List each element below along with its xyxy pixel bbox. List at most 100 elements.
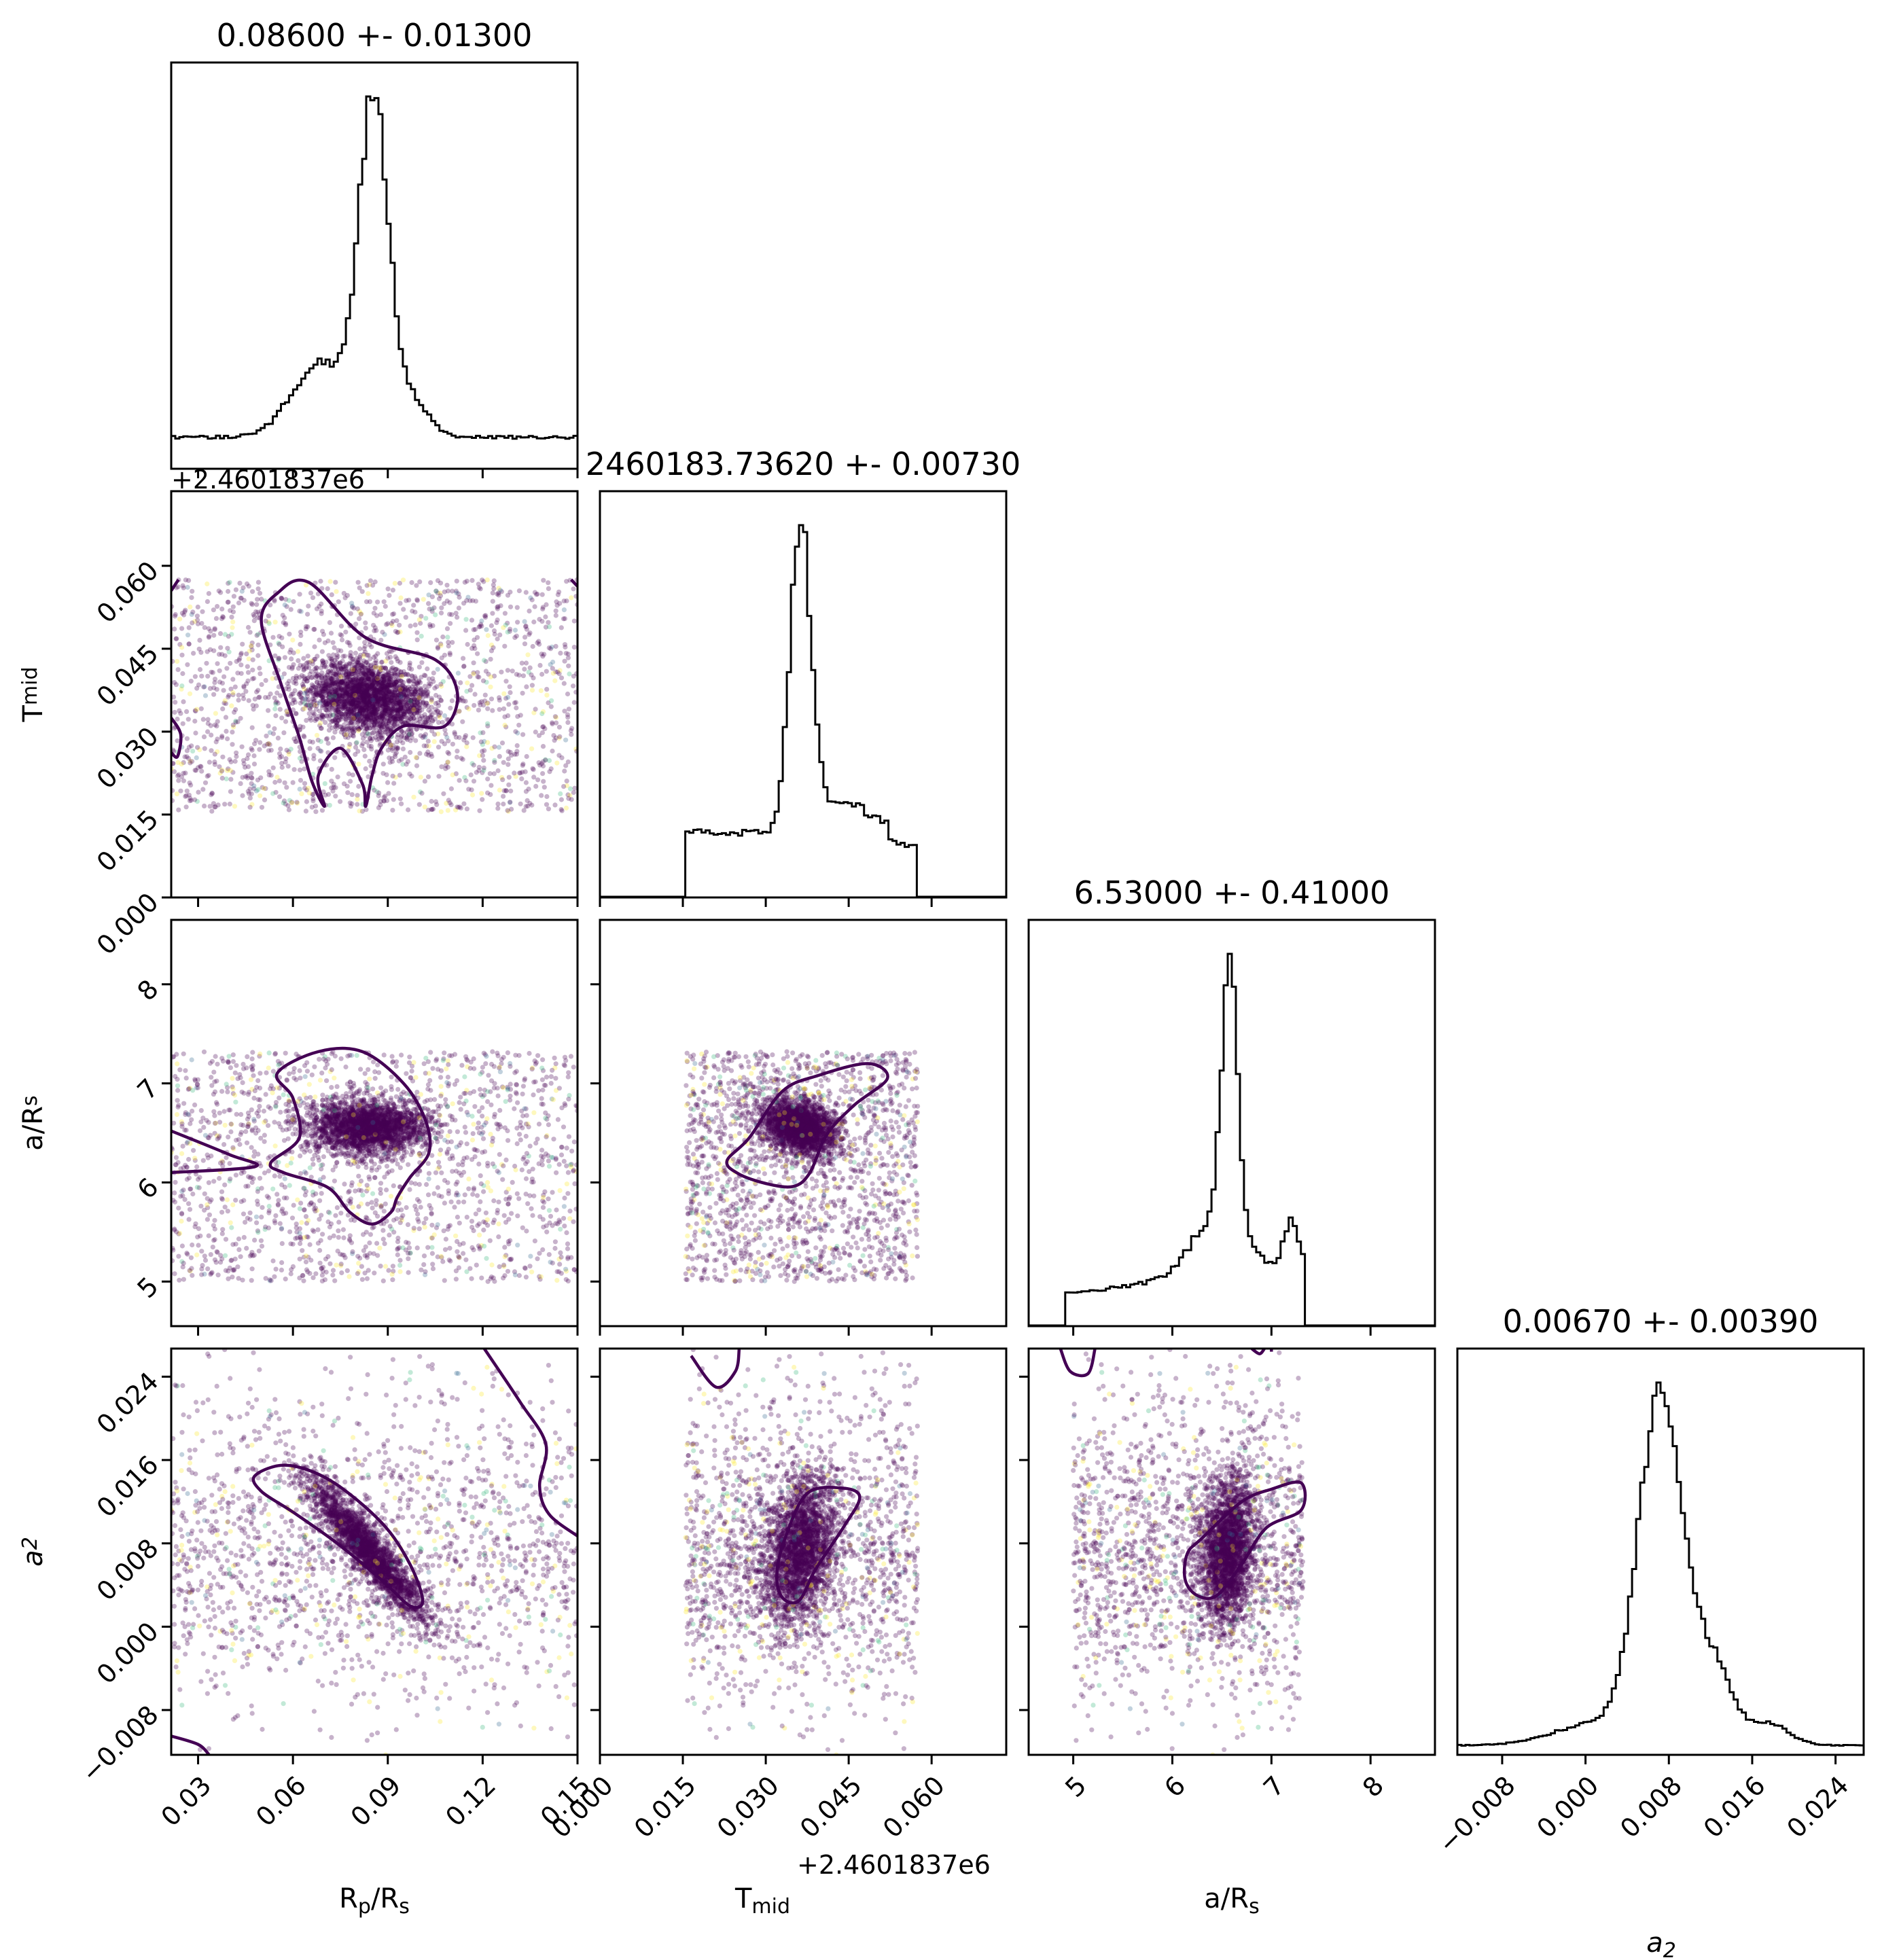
sample-point: [373, 664, 379, 669]
sample-point: [335, 705, 340, 710]
sample-point: [432, 732, 438, 737]
sample-point: [380, 721, 385, 726]
sample-point: [319, 649, 325, 654]
sample-point: [351, 687, 356, 692]
sample-point: [317, 692, 322, 697]
sample-point: [368, 685, 373, 691]
sample-point: [385, 708, 390, 713]
sample-point: [356, 672, 361, 678]
sample-point: [523, 660, 529, 666]
sample-point: [370, 673, 375, 679]
sample-point: [529, 683, 535, 688]
sample-point: [376, 696, 381, 702]
sample-point: [380, 688, 386, 693]
sample-point: [471, 660, 476, 666]
sample-point: [419, 707, 425, 713]
sample-point: [428, 713, 433, 719]
sample-point: [245, 773, 250, 779]
sample-point: [344, 683, 350, 689]
sample-point: [395, 700, 400, 706]
sample-point: [345, 790, 351, 796]
sample-point: [322, 640, 327, 645]
sample-point: [413, 689, 419, 694]
sample-point: [291, 599, 296, 605]
sample-point: [347, 660, 353, 666]
sample-point: [480, 753, 486, 758]
sample-point: [499, 669, 504, 675]
sample-point: [408, 716, 413, 721]
sample-point: [359, 704, 365, 709]
sample-point: [327, 712, 333, 717]
sample-point: [378, 734, 384, 740]
sample-point: [175, 716, 180, 722]
sample-point: [270, 791, 276, 796]
sample-point: [408, 749, 413, 755]
sample-point: [550, 748, 555, 754]
sample-point: [328, 662, 334, 668]
sample-point: [546, 624, 552, 630]
sample-point: [207, 804, 213, 809]
sample-point: [456, 605, 462, 611]
sample-point: [175, 667, 181, 673]
sample-point: [506, 782, 512, 787]
sample-point: [371, 673, 376, 678]
sample-point: [374, 678, 379, 683]
sample-point: [323, 690, 328, 696]
sample-point: [226, 588, 231, 594]
sample-point: [286, 807, 291, 813]
sample-point: [285, 681, 290, 686]
sample-point: [384, 685, 389, 690]
sample-point: [368, 684, 374, 690]
sample-point: [437, 715, 442, 720]
sample-point: [368, 683, 373, 689]
sample-point: [397, 713, 403, 718]
sample-point: [501, 760, 506, 765]
sample-point: [564, 598, 569, 604]
sample-point: [277, 794, 283, 800]
sample-point: [468, 772, 474, 778]
sample-point: [330, 719, 336, 724]
sample-point: [302, 686, 307, 692]
sample-point: [445, 588, 451, 594]
sample-point: [206, 772, 211, 778]
sample-point: [410, 684, 415, 690]
sample-point: [410, 709, 415, 714]
sample-point: [336, 685, 341, 691]
sample-point: [428, 709, 433, 715]
sample-point: [522, 769, 528, 774]
sample-point: [495, 605, 500, 610]
sample-point: [405, 708, 410, 713]
sample-point: [435, 645, 441, 650]
sample-point: [369, 669, 374, 674]
sample-point: [338, 724, 343, 730]
sample-point: [380, 671, 386, 676]
sample-point: [421, 699, 426, 705]
sample-point: [306, 711, 312, 716]
sample-point: [255, 586, 261, 592]
sample-point: [376, 681, 381, 687]
sample-point: [400, 746, 406, 751]
sample-point: [482, 698, 488, 704]
sample-point: [454, 578, 459, 584]
sample-point: [351, 685, 356, 691]
sample-point: [381, 677, 387, 683]
sample-point: [300, 682, 305, 688]
sample-point: [332, 719, 338, 724]
sample-point: [342, 713, 348, 718]
sample-point: [391, 681, 397, 687]
sample-point: [379, 719, 385, 724]
sample-point: [290, 780, 296, 785]
sample-point: [308, 700, 313, 705]
sample-point: [355, 689, 361, 694]
sample-point: [402, 719, 408, 725]
sample-point: [359, 705, 365, 711]
sample-point: [314, 700, 320, 706]
sample-point: [392, 713, 397, 719]
sample-point: [342, 704, 348, 709]
sample-point: [342, 734, 349, 740]
sample-point: [363, 667, 369, 673]
sample-point: [202, 746, 207, 751]
sample-point: [336, 707, 341, 712]
sample-point: [436, 745, 442, 750]
sample-point: [386, 715, 391, 721]
